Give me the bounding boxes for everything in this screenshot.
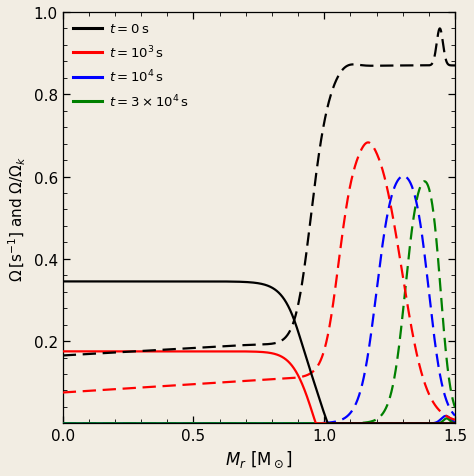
X-axis label: $M_r\ \mathrm{[M_\odot]}$: $M_r\ \mathrm{[M_\odot]}$ <box>225 449 293 469</box>
Legend: $t = 0\,\mathrm{s}$, $t = 10^3\,\mathrm{s}$, $t = 10^4\,\mathrm{s}$, $t = 3 \tim: $t = 0\,\mathrm{s}$, $t = 10^3\,\mathrm{… <box>69 20 192 114</box>
Y-axis label: $\Omega\,[\mathrm{s}^{-1}]\ \mathrm{and}\ \Omega/\Omega_k$: $\Omega\,[\mathrm{s}^{-1}]\ \mathrm{and}… <box>7 155 28 281</box>
